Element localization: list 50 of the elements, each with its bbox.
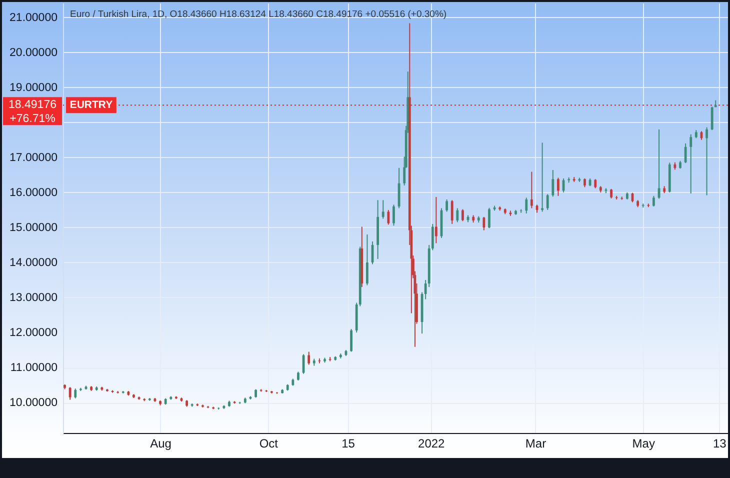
candlestick bbox=[488, 207, 490, 229]
candlestick bbox=[690, 134, 692, 194]
y-tick-label: 13.00000 bbox=[10, 292, 58, 304]
y-tick-label: 11.00000 bbox=[10, 362, 58, 374]
candlestick bbox=[710, 106, 714, 131]
candlestick bbox=[446, 198, 448, 212]
y-tick-label: 17.00000 bbox=[10, 152, 58, 164]
candlestick bbox=[68, 386, 72, 400]
x-tick-label: 15 bbox=[342, 436, 356, 450]
x-tick-label: Oct bbox=[259, 436, 279, 450]
y-tick-label: 16.00000 bbox=[10, 186, 58, 199]
ref-line-label: EURTRY bbox=[70, 99, 113, 112]
text: 18.49176 bbox=[8, 99, 56, 112]
y-tick-label: 10.00000 bbox=[10, 397, 58, 410]
candlestick bbox=[350, 328, 352, 352]
x-tick-label: 13 bbox=[712, 436, 727, 450]
x-tick-label: 2022 bbox=[418, 436, 446, 450]
y-tick-label: 19.00000 bbox=[10, 82, 58, 94]
y-tick-label: 15.00000 bbox=[10, 222, 58, 234]
candlestick bbox=[594, 178, 597, 189]
y-tick-label: 12.00000 bbox=[10, 327, 58, 340]
y-tick-label: 20.00000 bbox=[10, 46, 58, 59]
candlestick bbox=[456, 208, 459, 223]
candlestick bbox=[557, 177, 560, 196]
candlestick bbox=[541, 142, 544, 212]
candlestick bbox=[387, 209, 390, 226]
candlestick bbox=[434, 196, 438, 244]
candlestick bbox=[450, 200, 454, 224]
candlestick bbox=[308, 351, 310, 366]
candlestick bbox=[706, 126, 708, 196]
candlestick bbox=[382, 200, 384, 220]
candlestick bbox=[366, 234, 368, 286]
candlestick bbox=[552, 170, 554, 198]
candlestick bbox=[482, 216, 486, 231]
candlestick bbox=[525, 197, 528, 214]
candlestick bbox=[652, 195, 655, 207]
x-tick-label: May bbox=[632, 436, 655, 450]
candlestick bbox=[610, 188, 612, 199]
y-tick-label: 21.00000 bbox=[10, 12, 58, 24]
text: +76.71% bbox=[10, 113, 56, 126]
candlestick bbox=[74, 388, 77, 399]
candlestick bbox=[462, 208, 464, 222]
x-tick-label: Mar bbox=[525, 436, 546, 450]
candlestick bbox=[530, 171, 533, 209]
candlestick bbox=[684, 142, 687, 164]
text: Euro / Turkish Lira, 1D, O18.43660 H18.63124 L18.43660 C18.49176 +0.05516 (+0.30%) bbox=[70, 9, 447, 20]
x-tick-label: Aug bbox=[150, 436, 172, 450]
y-tick-label: 14.00000 bbox=[10, 256, 58, 269]
candlestick bbox=[546, 194, 549, 210]
candlestick bbox=[392, 204, 395, 226]
